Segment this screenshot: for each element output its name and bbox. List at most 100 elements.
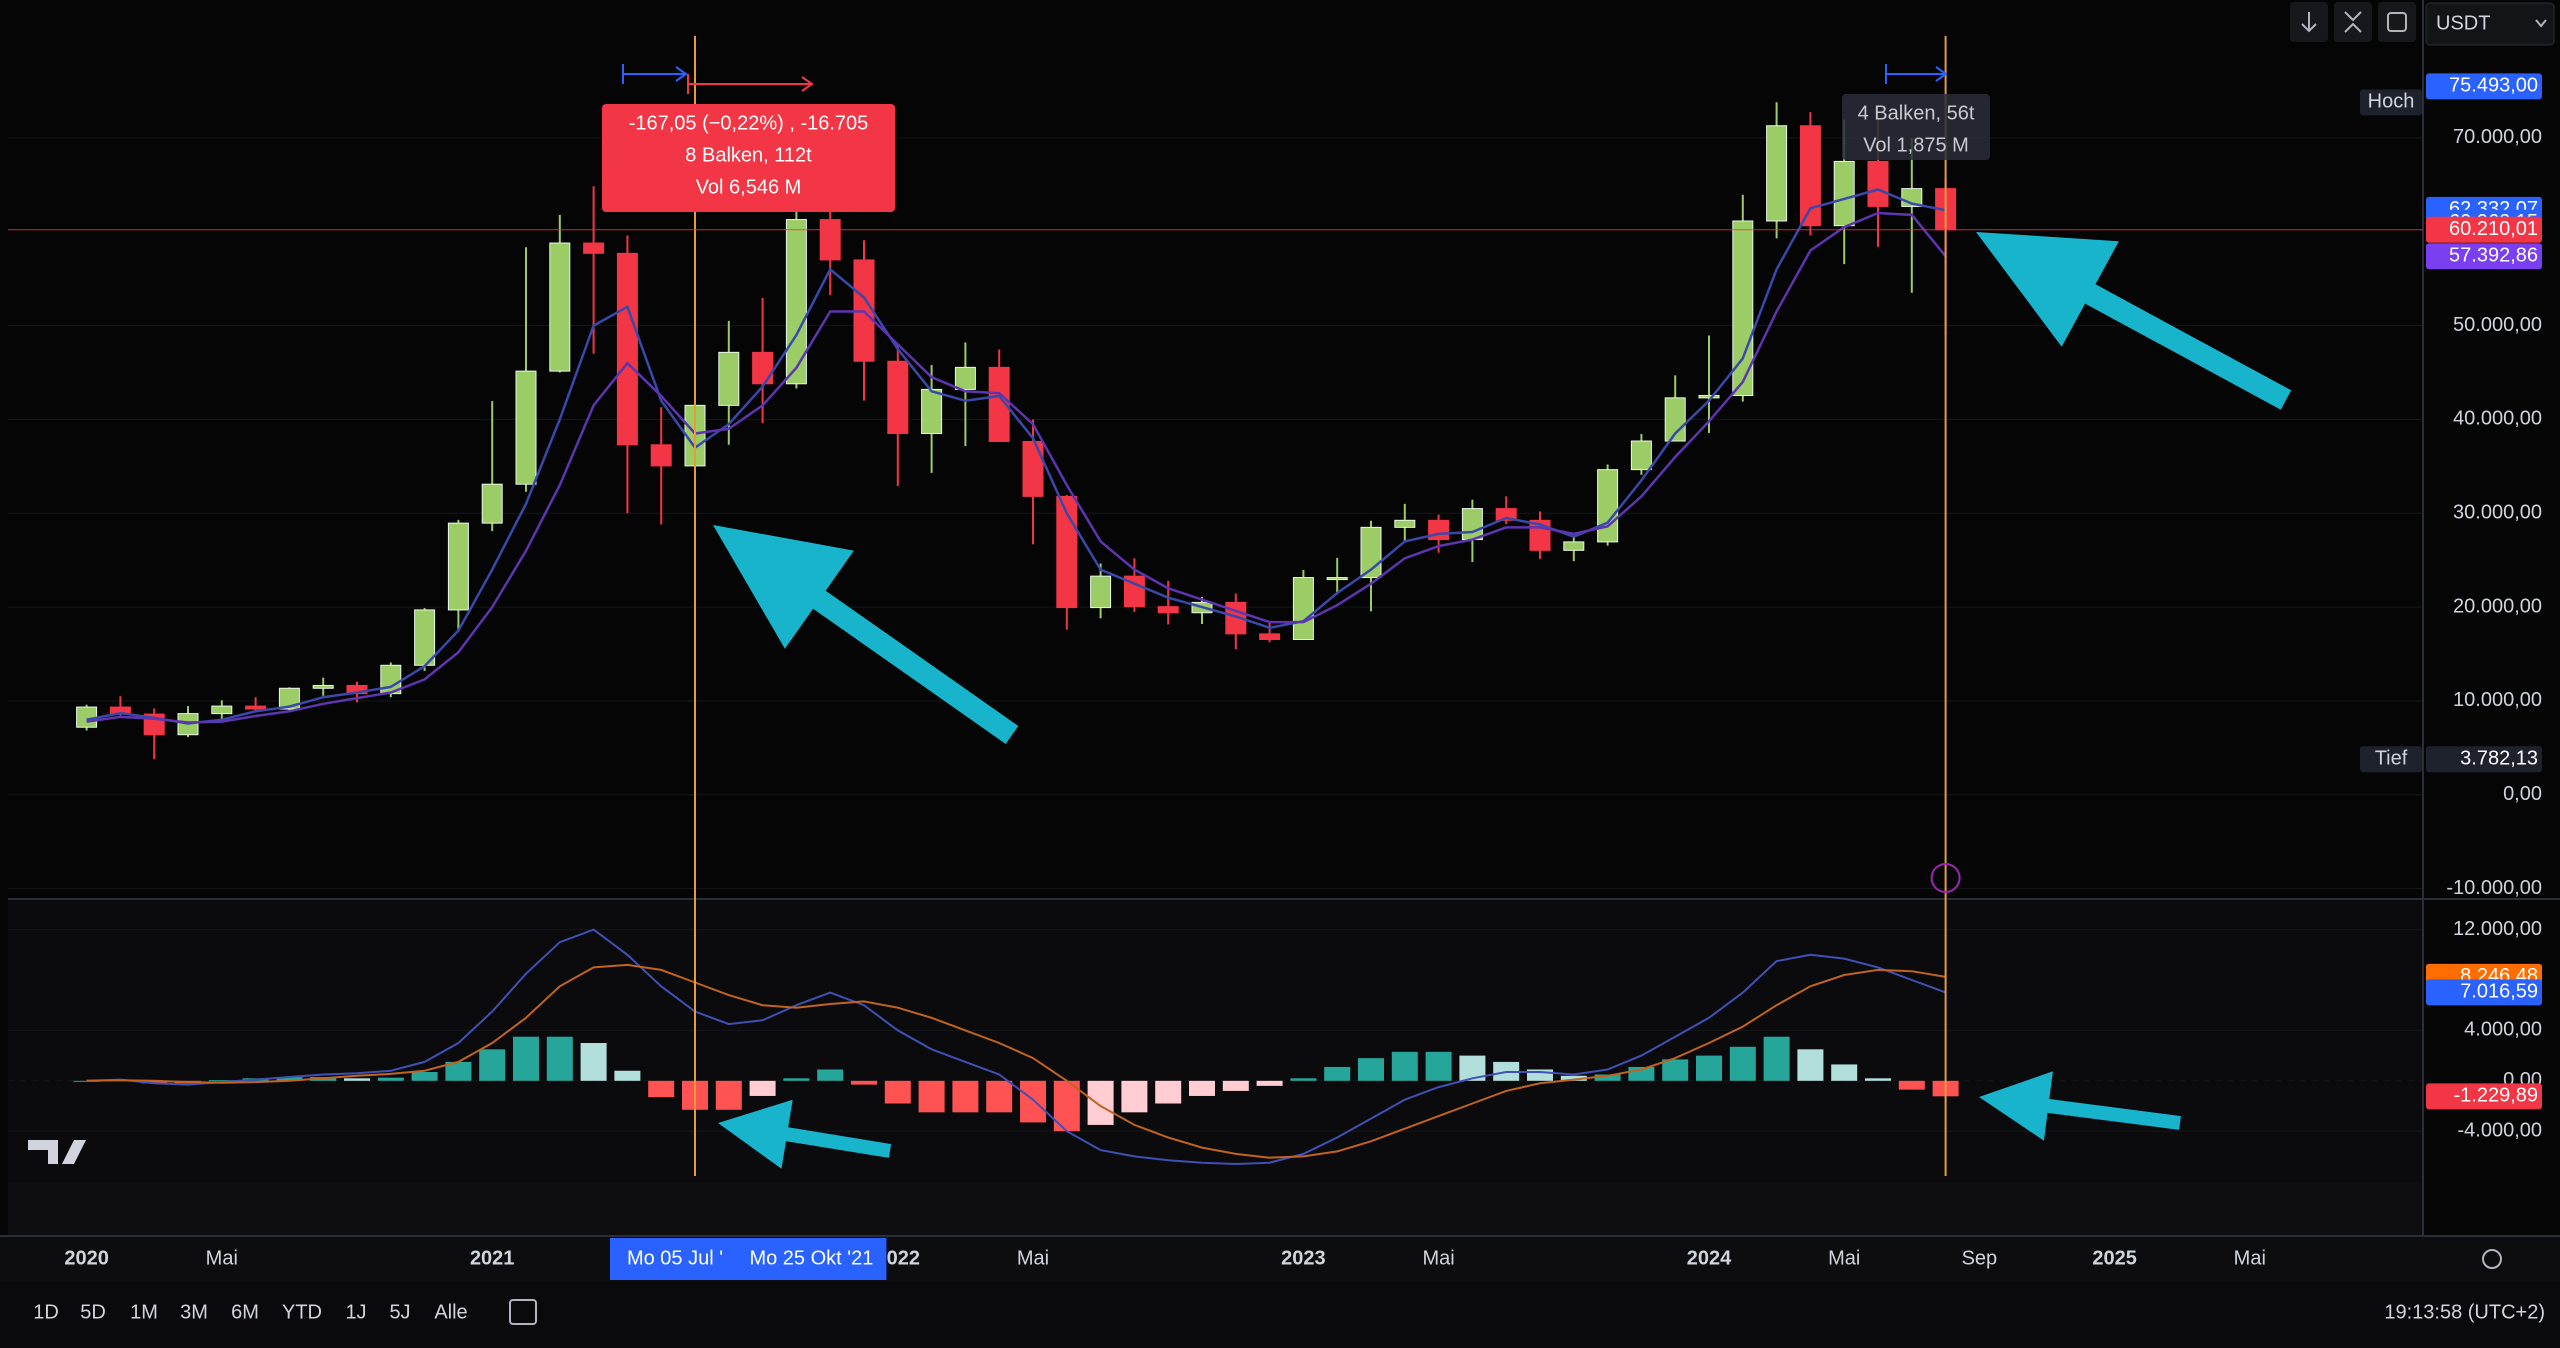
x-tick-label: 2022 bbox=[876, 1247, 921, 1269]
histogram-bar bbox=[1763, 1036, 1790, 1081]
histogram-bar bbox=[1797, 1049, 1824, 1081]
candle-body bbox=[1056, 495, 1078, 609]
candle-body bbox=[1766, 125, 1788, 222]
candle-body bbox=[1563, 541, 1585, 551]
histogram-bar bbox=[580, 1043, 607, 1081]
goto-circle[interactable] bbox=[2482, 1249, 2502, 1269]
timeframe-button[interactable]: YTD bbox=[282, 1301, 322, 1323]
timeframe-button[interactable]: 1D bbox=[33, 1301, 59, 1323]
bottom-toolbar bbox=[0, 1282, 2560, 1348]
candle-body bbox=[616, 252, 638, 446]
x-tick-label: Mai bbox=[1017, 1247, 1049, 1269]
price-badge bbox=[2426, 73, 2542, 100]
candle-body bbox=[954, 366, 976, 390]
goto-icon bbox=[2482, 1249, 2502, 1269]
measure-text: -167,05 (−0,22%) , -16.705 bbox=[629, 112, 869, 134]
candle-body bbox=[1597, 469, 1619, 543]
y-tick-label: -4.000,00 bbox=[2457, 1120, 2542, 1142]
candle-body bbox=[1461, 508, 1483, 541]
measure-text: Vol 6,546 M bbox=[696, 176, 802, 198]
y-tick-label: 12.000,00 bbox=[2453, 918, 2542, 940]
histogram-bar bbox=[1222, 1080, 1249, 1091]
candle-body bbox=[245, 705, 267, 710]
annotation-arrow bbox=[1979, 1071, 2181, 1141]
timeframe-button[interactable]: 5D bbox=[80, 1301, 106, 1323]
histogram-bar bbox=[1425, 1051, 1452, 1081]
collapse-icon bbox=[2344, 11, 2362, 33]
candle-body bbox=[785, 219, 807, 385]
candle-body bbox=[921, 388, 943, 435]
currency-select[interactable] bbox=[2425, 2, 2555, 46]
macd-panel bbox=[8, 900, 2422, 1182]
histogram-bar bbox=[1594, 1074, 1621, 1081]
price-badge-label: 75.493,00 bbox=[2449, 75, 2538, 97]
histogram-bar bbox=[377, 1077, 404, 1081]
timeframe-button[interactable]: 1M bbox=[130, 1301, 158, 1323]
histogram-bar bbox=[1121, 1080, 1148, 1113]
histogram-bar bbox=[1662, 1059, 1689, 1081]
histogram-bar bbox=[73, 1080, 100, 1082]
histogram-bar bbox=[1729, 1046, 1756, 1081]
badge-tag bbox=[2360, 89, 2422, 116]
candle-body bbox=[1732, 220, 1754, 397]
currency-label: USDT bbox=[2436, 12, 2490, 34]
logo-shape bbox=[28, 1140, 86, 1164]
histogram-bar bbox=[1020, 1080, 1046, 1123]
histogram-bar bbox=[783, 1078, 810, 1081]
histogram-bar bbox=[479, 1049, 506, 1081]
histogram-bar bbox=[1256, 1080, 1283, 1086]
candle-body bbox=[278, 687, 300, 710]
badge-tag bbox=[2360, 746, 2422, 773]
histogram-bar bbox=[208, 1080, 235, 1082]
candle-body bbox=[1090, 575, 1112, 609]
collapse-button[interactable] bbox=[2334, 2, 2372, 42]
candle-body bbox=[211, 705, 233, 715]
badge-tag-label: Hoch bbox=[2368, 91, 2415, 113]
histogram-bar bbox=[1831, 1064, 1858, 1081]
price-badge-label: 60.210,01 bbox=[2449, 218, 2538, 240]
histogram-bar bbox=[1560, 1075, 1587, 1081]
timeframe-button[interactable]: 5J bbox=[389, 1301, 410, 1323]
candle-body bbox=[650, 444, 672, 467]
timeframe-button[interactable]: 3M bbox=[180, 1301, 208, 1323]
reset-icon bbox=[2387, 12, 2407, 32]
timeframe-button[interactable]: 1J bbox=[345, 1301, 366, 1323]
candle-body bbox=[1157, 606, 1179, 614]
time-axis bbox=[0, 1236, 2560, 1282]
candle-body bbox=[1833, 160, 1855, 227]
histogram-bar bbox=[884, 1080, 911, 1104]
date-label: Mo 05 Jul ' bbox=[627, 1247, 723, 1269]
x-tick-label: 2021 bbox=[470, 1247, 515, 1269]
annotation-arrow bbox=[713, 525, 1019, 744]
histogram-bar bbox=[614, 1070, 641, 1081]
y-tick-label: 20.000,00 bbox=[2453, 595, 2542, 617]
candle-body bbox=[718, 351, 740, 406]
x-tick-label: 2024 bbox=[1687, 1247, 1732, 1269]
histogram-bar bbox=[276, 1077, 303, 1081]
empty-pane bbox=[8, 1182, 2422, 1236]
price-badge bbox=[2426, 1083, 2542, 1110]
price-badge bbox=[2426, 979, 2542, 1006]
measure-arrowhead bbox=[801, 76, 814, 92]
measure-text: 4 Balken, 56t bbox=[1858, 102, 1975, 124]
x-tick-label: Mai bbox=[1422, 1247, 1454, 1269]
alert-icon bbox=[1930, 863, 1961, 893]
candle-body bbox=[819, 219, 841, 261]
timeframe-button[interactable]: 6M bbox=[231, 1301, 259, 1323]
calendar-box[interactable] bbox=[509, 1299, 537, 1325]
x-tick-label: Mai bbox=[206, 1247, 238, 1269]
price-badge-label: 7.016,59 bbox=[2460, 981, 2538, 1003]
histogram-bar bbox=[141, 1080, 168, 1084]
candle-body bbox=[447, 522, 469, 611]
candle-body bbox=[515, 370, 537, 485]
reset-button[interactable] bbox=[2378, 2, 2416, 42]
price-badge-label: 3.782,13 bbox=[2460, 748, 2538, 770]
histogram-bar bbox=[1155, 1080, 1182, 1104]
histogram-bar bbox=[1391, 1051, 1418, 1081]
badge-tag-label: Tief bbox=[2375, 748, 2408, 770]
measure-text: 8 Balken, 112t bbox=[685, 144, 812, 166]
histogram-bar bbox=[1189, 1080, 1215, 1096]
timeframe-button[interactable]: Alle bbox=[434, 1301, 467, 1323]
